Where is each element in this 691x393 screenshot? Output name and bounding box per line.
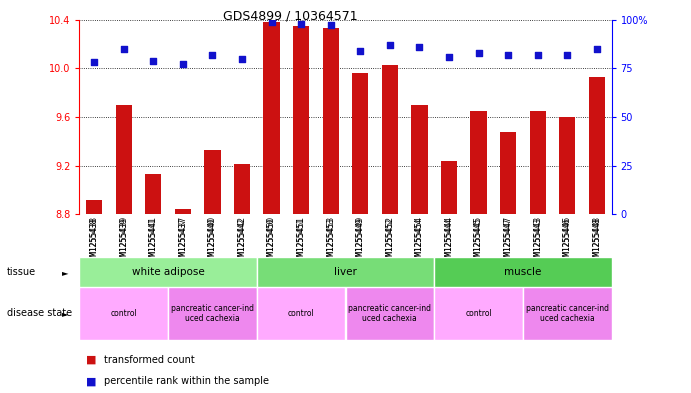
Text: pancreatic cancer-ind
uced cachexia: pancreatic cancer-ind uced cachexia [348,304,431,323]
Text: control: control [111,309,138,318]
Bar [441,161,457,214]
Text: pancreatic cancer-ind
uced cachexia: pancreatic cancer-ind uced cachexia [171,304,254,323]
Bar [234,164,250,214]
Bar [257,287,346,340]
Bar [205,150,220,214]
Text: GSM1255447: GSM1255447 [504,218,513,264]
Text: GSM1255441: GSM1255441 [149,218,158,264]
Text: GSM1255444: GSM1255444 [444,216,453,268]
Bar [434,287,523,340]
Bar [86,200,102,214]
Text: GSM1255453: GSM1255453 [326,218,335,264]
Text: GSM1255447: GSM1255447 [504,216,513,268]
Bar [381,64,398,214]
Point [296,20,307,27]
Text: GSM1255452: GSM1255452 [386,218,395,264]
Text: control: control [287,309,314,318]
Bar [175,209,191,214]
Bar [79,287,168,340]
Point [473,50,484,56]
Bar [411,105,428,214]
Point [118,46,129,52]
Point [148,57,159,64]
Text: GSM1255445: GSM1255445 [474,218,483,264]
Text: liver: liver [334,267,357,277]
Text: GSM1255442: GSM1255442 [238,216,247,267]
Text: GSM1255448: GSM1255448 [592,218,601,264]
Text: ■: ■ [86,354,97,365]
Bar [257,257,434,287]
Point [562,51,573,58]
Bar [352,73,368,214]
Text: GSM1255440: GSM1255440 [208,216,217,268]
Text: GSM1255445: GSM1255445 [474,216,483,268]
Text: GSM1255440: GSM1255440 [208,218,217,264]
Bar [346,287,434,340]
Bar [523,287,612,340]
Text: GSM1255439: GSM1255439 [120,216,129,268]
Text: GSM1255443: GSM1255443 [533,218,542,264]
Text: ►: ► [62,309,69,318]
Text: GSM1255451: GSM1255451 [296,216,305,267]
Bar [500,132,516,214]
Text: GSM1255444: GSM1255444 [444,218,453,264]
Text: GSM1255453: GSM1255453 [326,216,335,268]
Bar [434,257,612,287]
Bar [145,174,162,214]
Point [207,51,218,58]
Text: GSM1255449: GSM1255449 [356,216,365,268]
Text: transformed count: transformed count [104,354,194,365]
Text: GSM1255454: GSM1255454 [415,216,424,268]
Text: GSM1255438: GSM1255438 [90,216,99,267]
Text: GSM1255437: GSM1255437 [178,216,187,268]
Point [384,42,395,48]
Text: GSM1255437: GSM1255437 [178,218,187,264]
Point [532,51,543,58]
Text: GSM1255438: GSM1255438 [90,218,99,264]
Text: pancreatic cancer-ind
uced cachexia: pancreatic cancer-ind uced cachexia [526,304,609,323]
Bar [79,257,257,287]
Point [591,46,603,52]
Text: GSM1255448: GSM1255448 [592,216,601,267]
Text: GSM1255449: GSM1255449 [356,218,365,264]
Text: tissue: tissue [7,267,36,277]
Text: GSM1255443: GSM1255443 [533,216,542,268]
Point [354,48,366,54]
Text: GSM1255439: GSM1255439 [120,218,129,264]
Text: GSM1255441: GSM1255441 [149,216,158,267]
Text: GSM1255452: GSM1255452 [386,216,395,267]
Point [236,55,247,62]
Text: GDS4899 / 10364571: GDS4899 / 10364571 [223,10,357,23]
Text: percentile rank within the sample: percentile rank within the sample [104,376,269,386]
Bar [263,22,280,214]
Text: control: control [465,309,492,318]
Point [444,53,455,60]
Text: GSM1255442: GSM1255442 [238,218,247,264]
Bar [471,111,486,214]
Bar [115,105,132,214]
Point [502,51,513,58]
Text: GSM1255450: GSM1255450 [267,216,276,268]
Text: disease state: disease state [7,309,72,318]
Text: white adipose: white adipose [132,267,205,277]
Bar [589,77,605,214]
Bar [529,111,546,214]
Text: GSM1255451: GSM1255451 [296,218,305,264]
Text: GSM1255446: GSM1255446 [562,216,571,268]
Bar [293,26,310,214]
Point [88,59,100,66]
Bar [323,28,339,214]
Text: muscle: muscle [504,267,542,277]
Text: GSM1255446: GSM1255446 [562,218,571,264]
Bar [168,287,257,340]
Point [266,18,277,25]
Point [178,61,189,68]
Point [414,44,425,50]
Bar [559,117,576,214]
Text: GSM1255454: GSM1255454 [415,218,424,264]
Text: ►: ► [62,268,69,277]
Text: ■: ■ [86,376,97,386]
Point [325,22,337,29]
Text: GSM1255450: GSM1255450 [267,218,276,264]
